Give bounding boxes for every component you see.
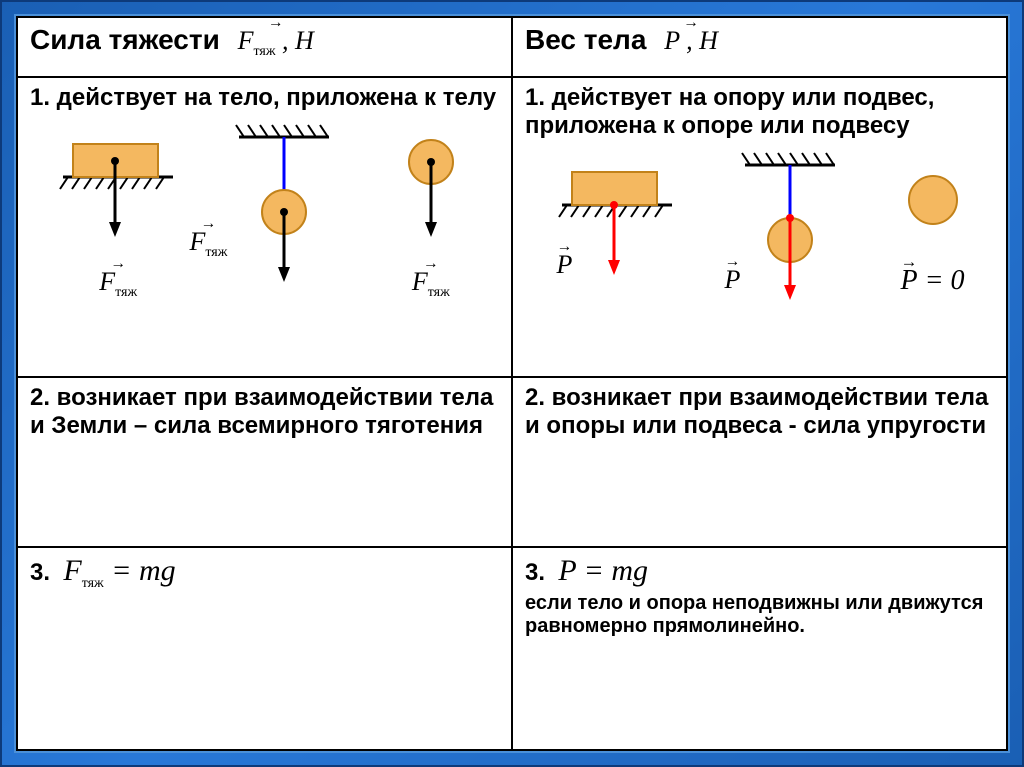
row3-right-note: если тело и опора неподвижны или движутс… xyxy=(525,592,994,638)
header-right-cell: Вес тела P , H xyxy=(512,17,1007,77)
header-right-symbol: P , H xyxy=(664,26,718,55)
header-left-cell: Сила тяжести Fтяж , H xyxy=(17,17,512,77)
row3-left-cell: 3. Fтяж = mg xyxy=(17,547,512,750)
row3-left-formula: Fтяж = mg xyxy=(63,554,175,587)
diagram-weight-freefall-label: P = 0 xyxy=(893,265,973,297)
diagram-weight-freefall-svg xyxy=(893,150,973,250)
row2-left-cell: 2. возникает при взаимодействии тела и З… xyxy=(17,377,512,547)
header-right-title: Вес тела xyxy=(525,24,646,55)
diagram-weight-box: P xyxy=(547,150,687,335)
row2-left-text: 2. возникает при взаимодействии тела и З… xyxy=(30,384,499,440)
row3-right-num: 3. xyxy=(525,559,545,586)
slide-content: Сила тяжести Fтяж , H Вес тела P , H xyxy=(14,14,1010,753)
vector-P-symbol: P , H xyxy=(664,26,718,56)
diagram-weight-freefall: P = 0 xyxy=(893,150,973,297)
diagram-gravity-pendulum: Fтяж xyxy=(224,122,344,331)
row1-right-text: 1. действует на опору или подвес, прилож… xyxy=(525,84,994,140)
diagram-weight-pendulum: P xyxy=(730,150,850,355)
diagram-gravity-pendulum-label: Fтяж xyxy=(189,227,309,261)
diagram-weight-pendulum-label: P xyxy=(725,265,845,295)
row1-right-cell: 1. действует на опору или подвес, прилож… xyxy=(512,77,1007,377)
comparison-table: Сила тяжести Fтяж , H Вес тела P , H xyxy=(16,16,1008,751)
row1-right-diagrams: P xyxy=(525,140,994,355)
row3-left-num: 3. xyxy=(30,559,50,586)
diagram-gravity-box: Fтяж xyxy=(48,122,188,301)
row2-right-cell: 2. возникает при взаимодействии тела и о… xyxy=(512,377,1007,547)
row2-right-text: 2. возникает при взаимодействии тела и о… xyxy=(525,384,994,440)
vector-F-symbol: Fтяж , H xyxy=(238,26,314,60)
row1-left-cell: 1. действует на тело, приложена к телу xyxy=(17,77,512,377)
header-left-symbol: Fтяж , H xyxy=(238,26,314,55)
row3-right-cell: 3. P = mg если тело и опора неподвижны и… xyxy=(512,547,1007,750)
diagram-weight-box-label: P xyxy=(557,250,697,280)
row3-right-formula: P = mg xyxy=(558,554,648,587)
row1-left-text: 1. действует на тело, приложена к телу xyxy=(30,84,499,112)
diagram-gravity-freefall: Fтяж xyxy=(381,122,481,301)
diagram-gravity-pendulum-svg xyxy=(224,122,344,292)
header-left-title: Сила тяжести xyxy=(30,24,220,55)
presentation-frame: Сила тяжести Fтяж , H Вес тела P , H xyxy=(0,0,1024,767)
row1-left-diagrams: Fтяж xyxy=(30,112,499,331)
